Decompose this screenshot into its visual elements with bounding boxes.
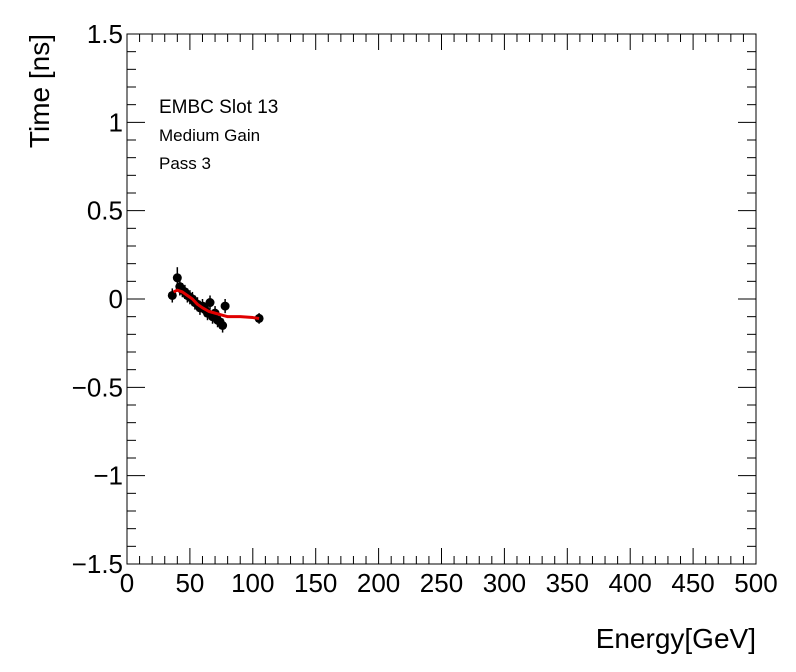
data-layer — [167, 267, 264, 333]
annotation-pass: Pass 3 — [159, 154, 211, 173]
x-tick-label: 100 — [231, 568, 274, 598]
x-tick-label: 500 — [734, 568, 777, 598]
fit-curve — [172, 288, 260, 320]
data-point — [254, 313, 264, 323]
y-tick-label: −1 — [93, 461, 123, 491]
x-axis-title: Energy[GeV] — [596, 623, 756, 654]
y-tick-label: 0 — [109, 284, 123, 314]
x-tick-label: 400 — [609, 568, 652, 598]
x-tick-label: 250 — [420, 568, 463, 598]
x-tick-label: 300 — [483, 568, 526, 598]
annotation-slot: EMBC Slot 13 — [159, 97, 278, 118]
x-tick-label: 200 — [357, 568, 400, 598]
x-tick-label: 450 — [671, 568, 714, 598]
x-tick-label: 150 — [294, 568, 337, 598]
data-point — [205, 298, 215, 308]
x-tick-label: 0 — [120, 568, 134, 598]
labels-layer: 0 50 100 150 200 250 300 350 400 450 500 −1.5 −1 −0.5… — [72, 19, 778, 598]
y-tick-label: −0.5 — [72, 372, 123, 402]
y-tick-label: 1 — [109, 107, 123, 137]
data-point — [218, 321, 228, 330]
y-tick-label: −1.5 — [72, 549, 123, 579]
plot-frame — [126, 33, 757, 565]
x-tick-label: 350 — [546, 568, 589, 598]
y-axis-title: Time [ns] — [24, 34, 55, 148]
x-tick-label: 50 — [175, 568, 204, 598]
data-point — [167, 290, 177, 300]
annotation-gain: Medium Gain — [159, 126, 260, 145]
data-point — [220, 301, 230, 311]
y-tick-label: 0.5 — [87, 196, 123, 226]
y-tick-label: 1.5 — [87, 19, 123, 49]
